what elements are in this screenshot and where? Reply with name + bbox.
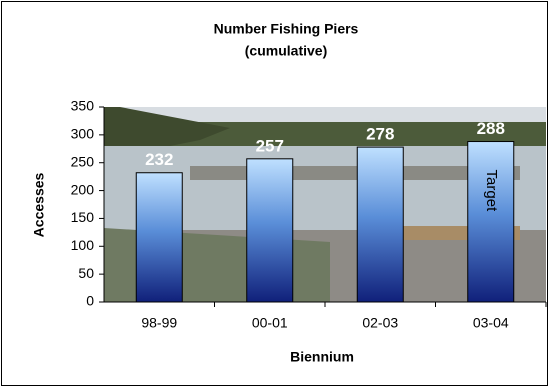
chart-title: Number Fishing Piers <box>214 21 359 37</box>
bar <box>467 141 515 303</box>
value-label: 232 <box>145 150 173 169</box>
y-axis-label: Accesses <box>31 172 47 237</box>
value-label: 257 <box>256 136 284 155</box>
x-tick-label: 02-03 <box>362 315 398 331</box>
bar <box>246 158 294 303</box>
bar <box>356 146 404 303</box>
y-tick-label: 0 <box>86 293 94 309</box>
value-label: 278 <box>366 125 394 144</box>
x-tick-label: 03-04 <box>473 315 509 331</box>
y-tick-label: 250 <box>71 153 95 169</box>
y-tick-label: 50 <box>78 265 94 281</box>
y-tick-label: 200 <box>71 181 95 197</box>
bar <box>135 172 183 303</box>
x-tick-label: 00-01 <box>252 315 288 331</box>
y-tick-label: 300 <box>71 126 95 142</box>
annotation: Target <box>483 170 500 213</box>
x-axis-label: Biennium <box>290 349 354 365</box>
value-label: 288 <box>477 119 505 138</box>
y-tick-label: 100 <box>71 237 95 253</box>
chart-subtitle: (cumulative) <box>245 43 327 59</box>
y-tick-label: 350 <box>71 98 95 114</box>
x-tick-label: 98-99 <box>141 315 177 331</box>
y-tick-label: 150 <box>71 209 95 225</box>
